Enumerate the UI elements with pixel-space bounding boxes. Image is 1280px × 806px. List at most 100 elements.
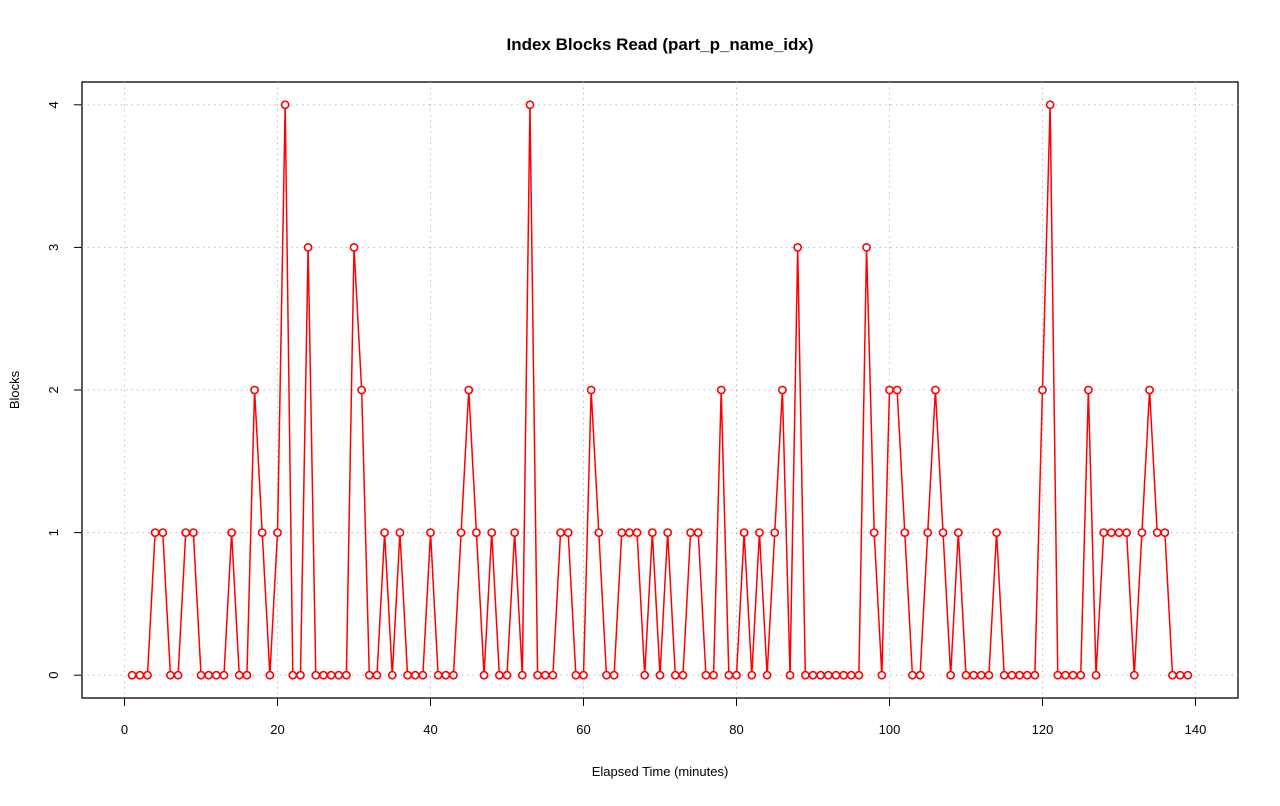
data-point: [196, 670, 206, 680]
data-point: [311, 670, 321, 680]
data-point: [1114, 528, 1124, 537]
data-point: [303, 243, 313, 252]
data-point: [976, 670, 986, 680]
data-point: [533, 670, 543, 680]
data-point: [770, 528, 780, 537]
data-point: [166, 670, 175, 680]
data-point: [502, 670, 512, 680]
data-point: [831, 670, 841, 680]
data-point: [1083, 385, 1093, 395]
data-point: [724, 670, 734, 680]
data-point: [449, 670, 458, 680]
data-point: [372, 670, 382, 680]
data-point: [800, 670, 810, 680]
data-point: [426, 528, 435, 537]
data-point: [732, 670, 741, 680]
y-axis-label: Blocks: [7, 370, 22, 409]
data-point: [280, 100, 290, 110]
data-point: [135, 670, 145, 680]
data-point: [739, 528, 749, 537]
data-point: [571, 670, 581, 680]
y-tick-label: 3: [46, 244, 61, 251]
data-point: [686, 528, 695, 537]
data-point: [494, 670, 504, 680]
data-point: [647, 528, 657, 537]
data-point: [579, 670, 588, 680]
data-point: [418, 670, 428, 680]
data-point: [617, 528, 627, 537]
data-point: [341, 670, 351, 680]
x-tick-label: 20: [270, 722, 284, 737]
data-point: [869, 528, 879, 537]
data-point: [938, 528, 948, 537]
data-point: [1022, 670, 1032, 680]
data-point: [747, 670, 757, 680]
x-axis-label: Elapsed Time (minutes): [592, 764, 729, 779]
data-point: [1007, 670, 1017, 680]
y-tick-label: 0: [46, 672, 61, 679]
data-point: [250, 385, 259, 395]
data-point: [1045, 100, 1055, 110]
data-point: [854, 670, 864, 680]
y-tick-label: 4: [46, 101, 61, 108]
x-tick-label: 80: [729, 722, 743, 737]
data-point: [456, 528, 466, 537]
data-point: [296, 670, 305, 680]
data-point: [1053, 670, 1063, 680]
data-point: [181, 528, 191, 537]
data-point: [816, 670, 826, 680]
y-tick-label: 1: [46, 529, 61, 536]
data-point: [548, 670, 558, 680]
data-point: [908, 670, 917, 680]
data-point: [961, 670, 971, 680]
data-point: [1168, 670, 1177, 680]
data-point: [364, 670, 374, 680]
data-point: [892, 385, 902, 395]
data-point: [563, 528, 573, 537]
data-point: [1175, 670, 1185, 680]
data-point: [900, 528, 910, 537]
data-point: [464, 385, 474, 395]
data-point: [433, 670, 443, 680]
data-point: [487, 528, 497, 537]
data-point: [219, 670, 229, 680]
data-point: [999, 670, 1009, 680]
data-point: [380, 528, 390, 537]
x-tick-label: 120: [1032, 722, 1054, 737]
data-point: [349, 243, 359, 252]
data-point: [793, 243, 803, 252]
data-point: [127, 670, 137, 680]
data-point: [785, 670, 795, 680]
data-point: [517, 670, 527, 680]
data-point: [670, 670, 680, 680]
data-point: [632, 528, 642, 537]
x-tick-label: 100: [879, 722, 901, 737]
data-point: [930, 385, 940, 395]
data-point: [709, 670, 718, 680]
data-point: [510, 528, 520, 537]
data-point: [1137, 528, 1147, 537]
data-point: [204, 670, 214, 680]
data-point: [946, 670, 956, 680]
data-point: [1076, 670, 1086, 680]
data-point: [862, 243, 871, 252]
data-point: [602, 670, 611, 680]
x-tick-label: 40: [423, 722, 437, 737]
data-point: [992, 528, 1001, 537]
data-point: [472, 528, 481, 537]
data-point: [923, 528, 933, 537]
data-point: [173, 670, 183, 680]
data-point: [969, 670, 979, 680]
x-tick-label: 60: [576, 722, 590, 737]
data-point: [594, 528, 604, 537]
data-point: [586, 385, 596, 395]
data-point: [953, 528, 963, 537]
data-point: [395, 528, 405, 537]
data-point: [479, 670, 489, 680]
data-point: [1129, 670, 1139, 680]
data-point: [242, 670, 252, 680]
data-point: [678, 670, 688, 680]
data-point: [1183, 670, 1193, 680]
